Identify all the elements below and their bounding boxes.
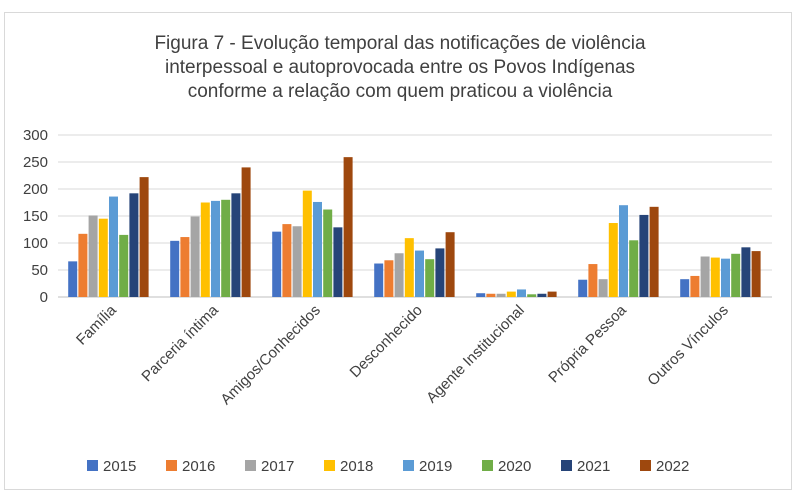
x-tick-label: Parceria íntima: [138, 301, 222, 385]
bar-2020: [323, 209, 333, 297]
bar-2021: [639, 214, 649, 297]
bar-2015: [170, 240, 180, 297]
bar-2018: [404, 238, 414, 297]
bar-2016: [588, 264, 598, 297]
bar-2017: [496, 293, 506, 297]
y-tick-label: 0: [40, 289, 48, 306]
bar-2018: [710, 257, 720, 297]
legend-swatch-2019: [403, 460, 414, 471]
bar-2018: [98, 218, 108, 297]
legend-swatch-2017: [245, 460, 256, 471]
bar-2017: [292, 226, 302, 297]
bar-2018: [608, 223, 618, 297]
bar-2020: [527, 294, 537, 297]
x-tick-label: Própria Pessoa: [545, 301, 630, 386]
bar-2016: [78, 233, 88, 297]
bar-2020: [629, 240, 639, 297]
x-tick-label: Família: [73, 301, 120, 348]
legend-label-2016: 2016: [182, 458, 215, 475]
legend-swatch-2020: [482, 460, 493, 471]
bar-2016: [180, 237, 190, 297]
legend-swatch-2021: [561, 460, 572, 471]
bar-2020: [731, 253, 741, 297]
bar-2016: [486, 293, 496, 297]
chart-title: Figura 7 - Evolução temporal das notific…: [154, 33, 646, 102]
bar-2015: [476, 293, 486, 297]
bar-2015: [680, 279, 690, 297]
bar-2019: [313, 201, 322, 297]
bar-2022: [547, 291, 557, 297]
legend-swatch-2022: [640, 460, 651, 471]
bar-2019: [517, 289, 526, 297]
bar-2021: [741, 247, 751, 297]
legend-label-2022: 2022: [656, 458, 689, 475]
bar-2022: [649, 206, 659, 297]
legend-label-2015: 2015: [103, 458, 136, 475]
legend-label-2021: 2021: [577, 458, 610, 475]
bar-2021: [231, 193, 241, 297]
x-tick-label: Outros Vínculos: [644, 302, 731, 389]
bar-2022: [343, 157, 353, 297]
legend-swatch-2016: [166, 460, 177, 471]
bar-2019: [211, 200, 220, 297]
bar-2021: [333, 227, 343, 297]
legend-label-2017: 2017: [261, 458, 294, 475]
bar-2019: [415, 250, 424, 297]
bar-2022: [139, 177, 149, 297]
bar-2018: [506, 291, 516, 297]
legend-label-2018: 2018: [340, 458, 373, 475]
bar-2015: [578, 279, 588, 297]
x-tick-label: Amigos/Conhecidos: [217, 302, 323, 408]
bar-2019: [619, 205, 628, 297]
bar-2016: [282, 224, 292, 297]
legend-label-2019: 2019: [419, 458, 452, 475]
bar-2020: [221, 199, 231, 297]
bar-2016: [384, 260, 394, 297]
bars: [68, 157, 761, 297]
bar-2021: [537, 293, 547, 297]
chart-title-line-3: conforme a relação com quem praticou a v…: [188, 81, 613, 102]
bar-2021: [435, 248, 445, 297]
bar-2019: [721, 258, 730, 297]
bar-2018: [200, 202, 210, 297]
bar-2019: [109, 196, 118, 297]
bar-2017: [700, 256, 710, 297]
legend-label-2020: 2020: [498, 458, 531, 475]
chart-title-line-2: interpessoal e autoprovocada entre os Po…: [165, 57, 635, 78]
y-tick-label: 100: [23, 235, 48, 252]
bar-2015: [68, 261, 78, 297]
legend-swatch-2018: [324, 460, 335, 471]
bar-2018: [302, 190, 312, 297]
y-tick-label: 200: [23, 181, 48, 198]
bar-2020: [119, 234, 129, 297]
bar-2017: [598, 279, 608, 297]
chart-title-line-1: Figura 7 - Evolução temporal das notific…: [154, 33, 646, 54]
bar-2020: [425, 259, 435, 297]
y-tick-label: 150: [23, 208, 48, 225]
bar-2021: [129, 193, 139, 297]
bar-2015: [374, 263, 384, 297]
bar-2016: [690, 275, 700, 297]
bar-2017: [190, 216, 200, 297]
x-tick-label: Desconhecido: [347, 302, 426, 381]
bar-2017: [394, 253, 404, 297]
bar-2017: [88, 215, 98, 297]
legend-swatch-2015: [87, 460, 98, 471]
bar-2022: [445, 232, 455, 297]
y-tick-label: 300: [23, 127, 48, 144]
bar-2022: [751, 251, 761, 297]
bar-2015: [272, 231, 282, 297]
x-tick-label: Agente Institucional: [423, 302, 528, 407]
y-tick-label: 50: [31, 262, 48, 279]
bar-2022: [241, 167, 251, 297]
y-tick-label: 250: [23, 154, 48, 171]
legend: 2015 2016 2017 2018 2019 2020 2021 2022: [87, 458, 689, 475]
y-axis: 0 50 100 150 200 250 300: [23, 127, 48, 306]
